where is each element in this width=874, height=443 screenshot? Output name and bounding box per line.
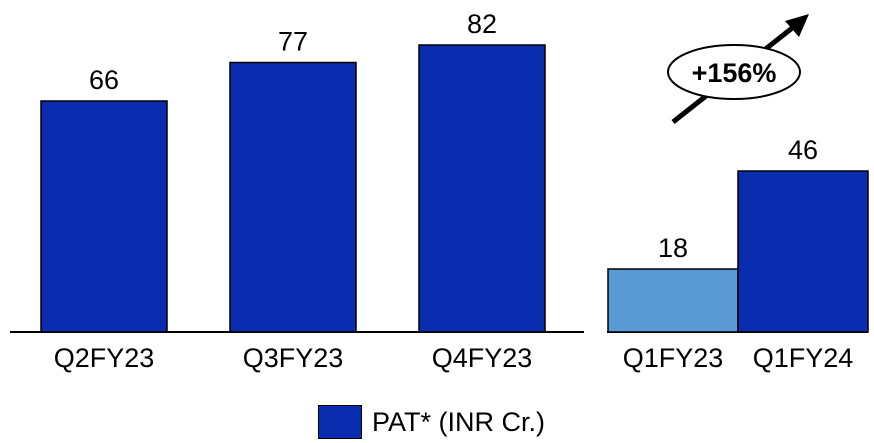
- data-label: 18: [658, 233, 688, 263]
- bar: [40, 100, 168, 333]
- growth-ellipse: [667, 44, 801, 100]
- yoy-chart: 18 Q1FY23 46 Q1FY24: [607, 135, 869, 373]
- legend: PAT* (INR Cr.): [318, 404, 545, 440]
- bar: [737, 170, 869, 333]
- data-label: 66: [89, 65, 119, 95]
- bar: [607, 268, 739, 333]
- category-label: Q4FY23: [432, 343, 533, 373]
- data-label: 46: [788, 135, 818, 165]
- category-label: Q1FY23: [623, 343, 724, 373]
- growth-annotation: +156%: [667, 14, 809, 124]
- bar: [418, 44, 546, 333]
- legend-swatch: [318, 405, 362, 439]
- category-label: Q1FY24: [753, 343, 854, 373]
- bar: [229, 61, 357, 333]
- data-label: 82: [467, 9, 497, 39]
- category-label: Q2FY23: [54, 343, 155, 373]
- growth-label: +156%: [692, 58, 777, 88]
- category-label: Q3FY23: [243, 343, 344, 373]
- data-label: 77: [278, 27, 308, 57]
- growth-arrow-head: [785, 14, 809, 37]
- legend-label: PAT* (INR Cr.): [372, 406, 545, 437]
- quarterly-chart: 66 Q2FY23 77 Q3FY23 82 Q4FY23: [10, 9, 584, 373]
